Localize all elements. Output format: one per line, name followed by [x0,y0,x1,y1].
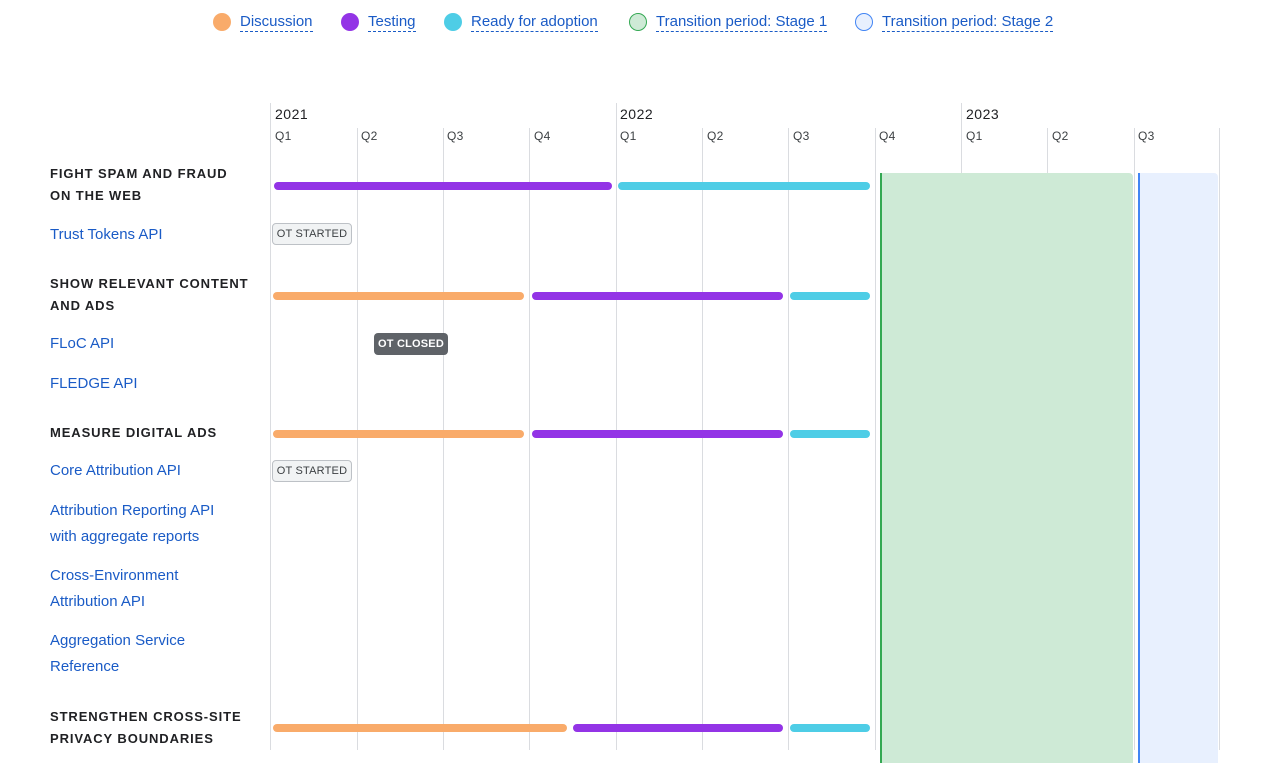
api-link-fledge[interactable]: FLEDGE API [50,375,138,392]
quarter-label: Q3 [793,129,810,143]
api-link-trust-tokens[interactable]: Trust Tokens API [50,226,163,243]
api-link-aggregation-service[interactable]: Aggregation Service Reference [50,632,186,675]
stage1-dot-icon [629,13,647,31]
legend-item-ready-for-adoption[interactable]: Ready for adoption [444,10,598,34]
api-link-core-attribution[interactable]: Core Attribution API [50,462,181,479]
api-link-floc[interactable]: FLoC API [50,335,115,352]
adoption-dot-icon [444,13,462,31]
quarter-label: Q1 [275,129,292,143]
discussion-dot-icon [213,13,231,31]
legend-item-discussion[interactable]: Discussion [213,10,313,34]
legend-item-stage-2[interactable]: Transition period: Stage 2 [855,10,1054,34]
transition-stage-1-region [880,173,1133,763]
testing-dot-icon [341,13,359,31]
year-label: 2023 [966,106,1000,122]
testing-bar [274,182,612,190]
status-badge: OT STARTED [272,223,352,245]
legend-label[interactable]: Transition period: Stage 1 [656,13,828,32]
quarter-label: Q1 [620,129,637,143]
group-title-relevant-content: SHOW RELEVANT CONTENT AND ADS [50,276,249,313]
year-label: 2021 [275,106,309,122]
adoption-bar [790,430,870,438]
legend-item-stage-1[interactable]: Transition period: Stage 1 [629,10,828,34]
quarter-gridline [702,128,703,750]
quarter-gridline [788,128,789,750]
discussion-bar [273,724,567,732]
discussion-bar [273,292,524,300]
year-gridline [616,103,617,750]
api-link-cross-environment[interactable]: Cross-Environment Attribution API [50,567,179,610]
year-label: 2022 [620,106,654,122]
group-title-fight-spam: FIGHT SPAM AND FRAUD ON THE WEB [50,166,228,203]
quarter-label: Q2 [1052,129,1069,143]
stage2-dot-icon [855,13,873,31]
legend-label[interactable]: Discussion [240,13,313,32]
quarter-gridline [1219,128,1220,750]
group-title-privacy-boundaries: STRENGTHEN CROSS-SITE PRIVACY BOUNDARIES [50,709,242,746]
quarter-label: Q1 [966,129,983,143]
testing-bar [532,292,783,300]
status-badge: OT STARTED [272,460,352,482]
year-gridline [270,103,271,750]
quarter-label: Q2 [707,129,724,143]
status-badge: OT CLOSED [374,333,448,355]
legend-label[interactable]: Ready for adoption [471,13,598,32]
legend-label[interactable]: Testing [368,13,416,32]
adoption-bar [618,182,870,190]
testing-bar [573,724,783,732]
quarter-label: Q2 [361,129,378,143]
api-link-attribution-reporting[interactable]: Attribution Reporting API with aggregate… [50,502,215,545]
quarter-label: Q3 [1138,129,1155,143]
testing-bar [532,430,783,438]
quarter-gridline [357,128,358,750]
quarter-label: Q4 [879,129,896,143]
adoption-bar [790,724,870,732]
quarter-label: Q3 [447,129,464,143]
quarter-gridline [443,128,444,750]
quarter-gridline [875,128,876,750]
quarter-gridline [1134,128,1135,750]
transition-stage-2-region [1138,173,1218,763]
quarter-gridline [529,128,530,750]
discussion-bar [273,430,524,438]
group-title-measure-ads: MEASURE DIGITAL ADS [50,425,218,440]
adoption-bar [790,292,870,300]
quarter-label: Q4 [534,129,551,143]
legend-item-testing[interactable]: Testing [341,10,416,34]
legend: Discussion Testing Ready for adoption Tr… [0,10,1263,34]
legend-label[interactable]: Transition period: Stage 2 [882,13,1054,32]
